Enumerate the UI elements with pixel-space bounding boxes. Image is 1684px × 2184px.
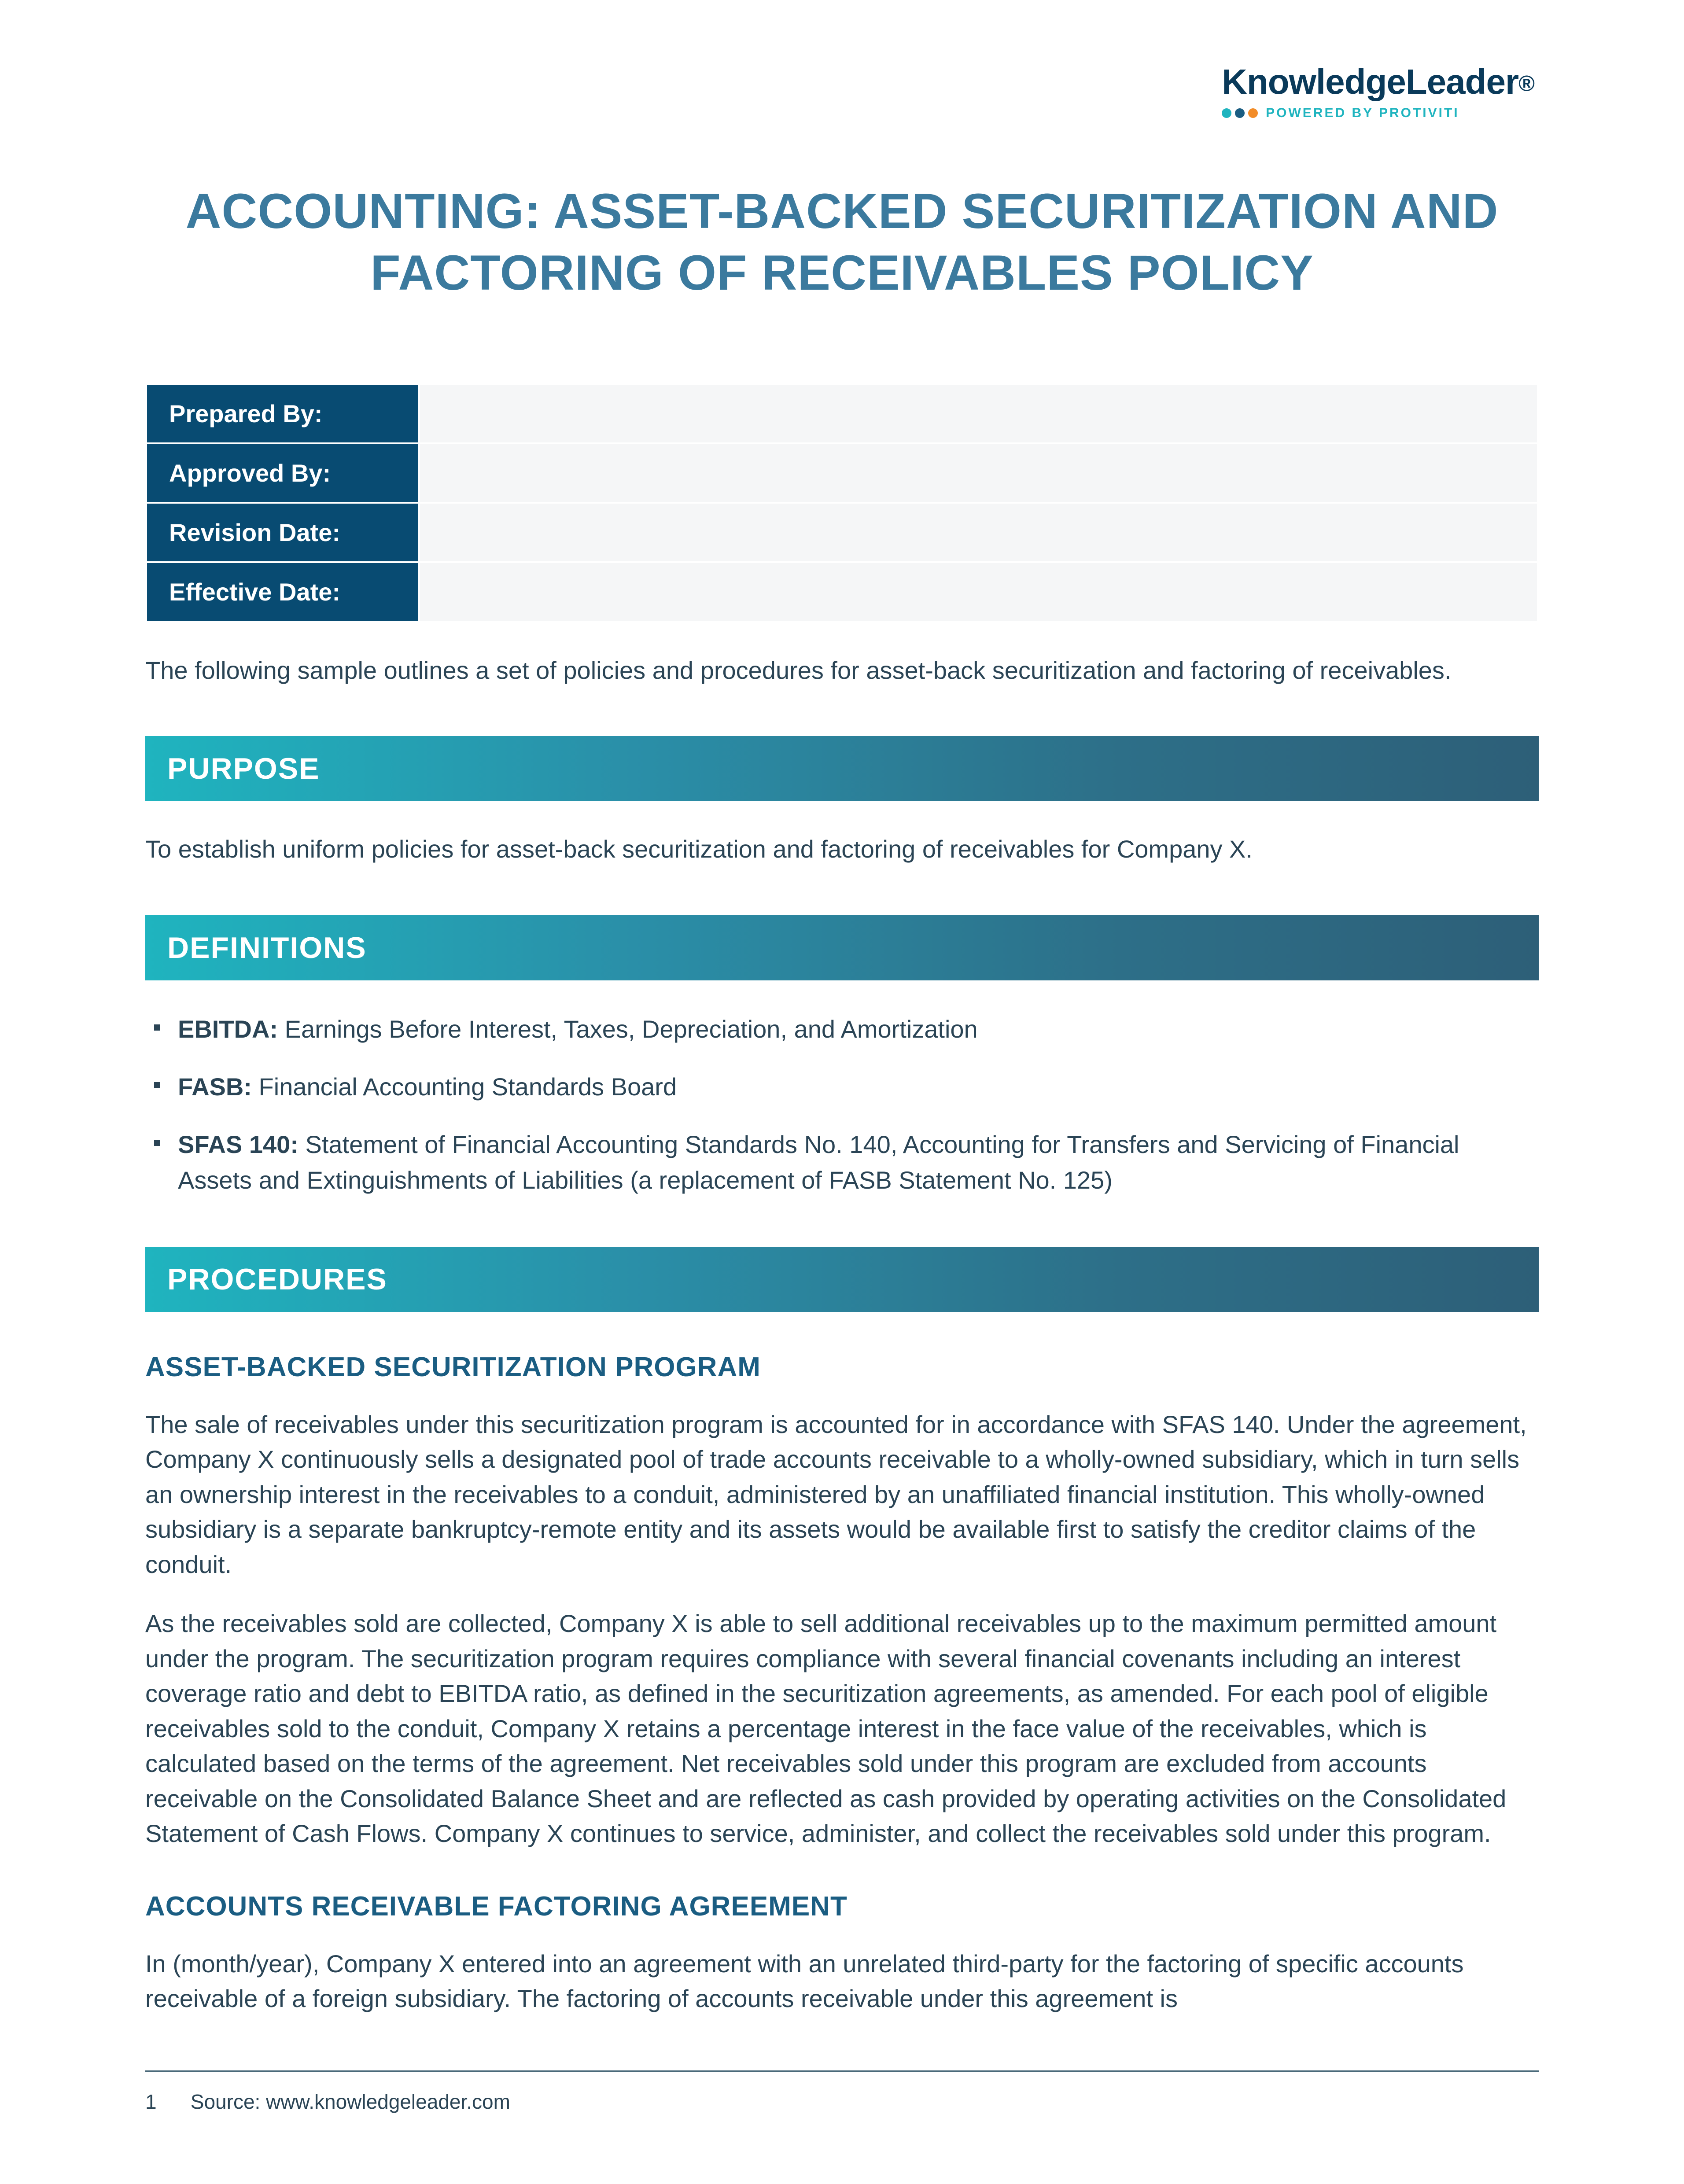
footer-rule: [145, 2070, 1539, 2072]
subheading-factoring: ACCOUNTS RECEIVABLE FACTORING AGREEMENT: [145, 1891, 1539, 1922]
bullet-icon: [154, 1082, 160, 1088]
brand-dot-1: [1222, 108, 1231, 118]
meta-label-approved-by: Approved By:: [146, 443, 419, 503]
def-desc-ebitda: Earnings Before Interest, Taxes, Depreci…: [278, 1015, 978, 1043]
list-item: EBITDA: Earnings Before Interest, Taxes,…: [154, 1011, 1539, 1047]
brand-logo: KnowledgeLeader® POWERED BY PROTIVITI: [1222, 62, 1534, 121]
definitions-list: EBITDA: Earnings Before Interest, Taxes,…: [145, 1011, 1539, 1198]
table-row: Approved By:: [146, 443, 1538, 503]
intro-paragraph: The following sample outlines a set of p…: [145, 653, 1539, 688]
brand-name: KnowledgeLeader: [1222, 62, 1518, 101]
list-item: SFAS 140: Statement of Financial Account…: [154, 1127, 1539, 1198]
securitization-para-2: As the receivables sold are collected, C…: [145, 1606, 1539, 1851]
section-heading-purpose: PURPOSE: [145, 736, 1539, 801]
meta-label-prepared-by: Prepared By:: [146, 384, 419, 443]
section-heading-procedures: PROCEDURES: [145, 1247, 1539, 1312]
page-title: ACCOUNTING: ASSET-BACKED SECURITIZATION …: [145, 180, 1539, 304]
securitization-para-1: The sale of receivables under this secur…: [145, 1407, 1539, 1582]
meta-value-effective-date: [419, 562, 1538, 622]
page-number: 1: [145, 2090, 185, 2114]
def-desc-sfas: Statement of Financial Accounting Standa…: [178, 1131, 1459, 1194]
footer-source: Source: www.knowledgeleader.com: [191, 2090, 510, 2113]
table-row: Prepared By:: [146, 384, 1538, 443]
page-footer: 1 Source: www.knowledgeleader.com: [145, 2070, 1539, 2114]
brand-dots: [1222, 108, 1258, 118]
brand-tagline: POWERED BY PROTIVITI: [1266, 106, 1459, 121]
brand-trademark: ®: [1518, 71, 1534, 96]
footer-text: 1 Source: www.knowledgeleader.com: [145, 2090, 1539, 2114]
bullet-icon: [154, 1140, 160, 1146]
list-item: FASB: Financial Accounting Standards Boa…: [154, 1069, 1539, 1105]
section-heading-definitions: DEFINITIONS: [145, 915, 1539, 980]
def-term-ebitda: EBITDA:: [178, 1015, 278, 1043]
meta-label-effective-date: Effective Date:: [146, 562, 419, 622]
def-term-fasb: FASB:: [178, 1073, 252, 1101]
def-term-sfas: SFAS 140:: [178, 1131, 298, 1158]
metadata-table: Prepared By: Approved By: Revision Date:…: [145, 383, 1539, 622]
purpose-body: To establish uniform policies for asset-…: [145, 832, 1539, 866]
table-row: Revision Date:: [146, 503, 1538, 562]
meta-value-revision-date: [419, 503, 1538, 562]
bullet-icon: [154, 1024, 160, 1031]
brand-subline: POWERED BY PROTIVITI: [1222, 106, 1534, 121]
brand-dot-2: [1235, 108, 1245, 118]
meta-value-prepared-by: [419, 384, 1538, 443]
subheading-securitization: ASSET-BACKED SECURITIZATION PROGRAM: [145, 1352, 1539, 1383]
def-desc-fasb: Financial Accounting Standards Board: [252, 1073, 677, 1101]
meta-label-revision-date: Revision Date:: [146, 503, 419, 562]
table-row: Effective Date:: [146, 562, 1538, 622]
meta-value-approved-by: [419, 443, 1538, 503]
brand-dot-3: [1248, 108, 1258, 118]
factoring-para-1: In (month/year), Company X entered into …: [145, 1946, 1539, 2016]
